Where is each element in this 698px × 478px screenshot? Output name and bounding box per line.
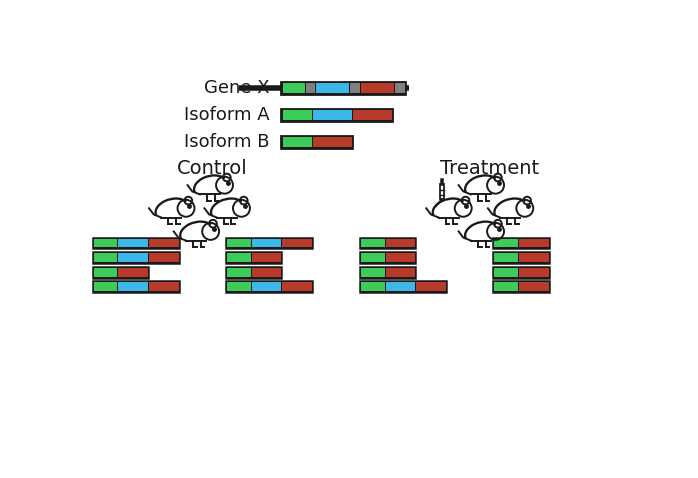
Bar (350, 83, 360, 93)
Bar (519, 253, 549, 262)
Bar (226, 267, 281, 278)
Bar (361, 253, 385, 262)
Bar (149, 282, 179, 291)
Bar (226, 238, 312, 248)
Bar (417, 282, 446, 291)
Bar (93, 267, 148, 278)
Bar (149, 239, 179, 247)
Bar (313, 137, 352, 147)
Bar (360, 238, 415, 248)
Bar (94, 239, 117, 247)
Bar (395, 83, 405, 93)
Bar (119, 282, 148, 291)
Bar (94, 268, 117, 277)
Bar (386, 282, 415, 291)
Bar (493, 252, 549, 263)
Bar (93, 238, 179, 248)
Bar (94, 282, 117, 291)
Bar (361, 282, 385, 291)
Bar (493, 238, 549, 248)
Bar (119, 253, 148, 262)
Bar (386, 253, 415, 262)
Bar (252, 239, 281, 247)
Bar (283, 137, 312, 147)
Bar (494, 253, 518, 262)
Bar (119, 268, 148, 277)
Bar (93, 252, 179, 263)
Bar (360, 252, 415, 263)
Bar (283, 282, 312, 291)
Bar (281, 109, 392, 121)
Bar (306, 83, 315, 93)
Bar (360, 282, 446, 292)
Bar (226, 282, 312, 292)
Bar (283, 239, 312, 247)
Bar (94, 253, 117, 262)
Bar (494, 239, 518, 247)
Bar (361, 83, 394, 93)
Bar (283, 83, 304, 93)
Bar (313, 110, 352, 120)
Bar (316, 83, 349, 93)
Bar (252, 268, 281, 277)
Bar (519, 282, 549, 291)
Bar (360, 267, 415, 278)
Bar (252, 253, 281, 262)
Bar (361, 239, 385, 247)
Text: Control: Control (177, 159, 248, 178)
Bar (227, 282, 251, 291)
Bar (283, 110, 312, 120)
Text: Gene X: Gene X (205, 79, 270, 97)
Bar (386, 268, 415, 277)
Bar (519, 239, 549, 247)
Bar (252, 282, 281, 291)
Bar (494, 282, 518, 291)
Bar (493, 282, 549, 292)
Bar (149, 253, 179, 262)
Bar (93, 282, 179, 292)
Bar (361, 268, 385, 277)
Bar (281, 82, 405, 94)
Text: Treatment: Treatment (440, 159, 539, 178)
Bar (227, 239, 251, 247)
Bar (493, 267, 549, 278)
Bar (281, 136, 352, 148)
Bar (226, 252, 281, 263)
Bar (353, 110, 392, 120)
Bar (227, 253, 251, 262)
Text: Isoform B: Isoform B (184, 133, 270, 151)
Bar (386, 239, 415, 247)
Bar (227, 268, 251, 277)
Text: Isoform A: Isoform A (184, 106, 270, 124)
Bar (494, 268, 518, 277)
Bar (440, 184, 444, 199)
Bar (519, 268, 549, 277)
Bar (119, 239, 148, 247)
